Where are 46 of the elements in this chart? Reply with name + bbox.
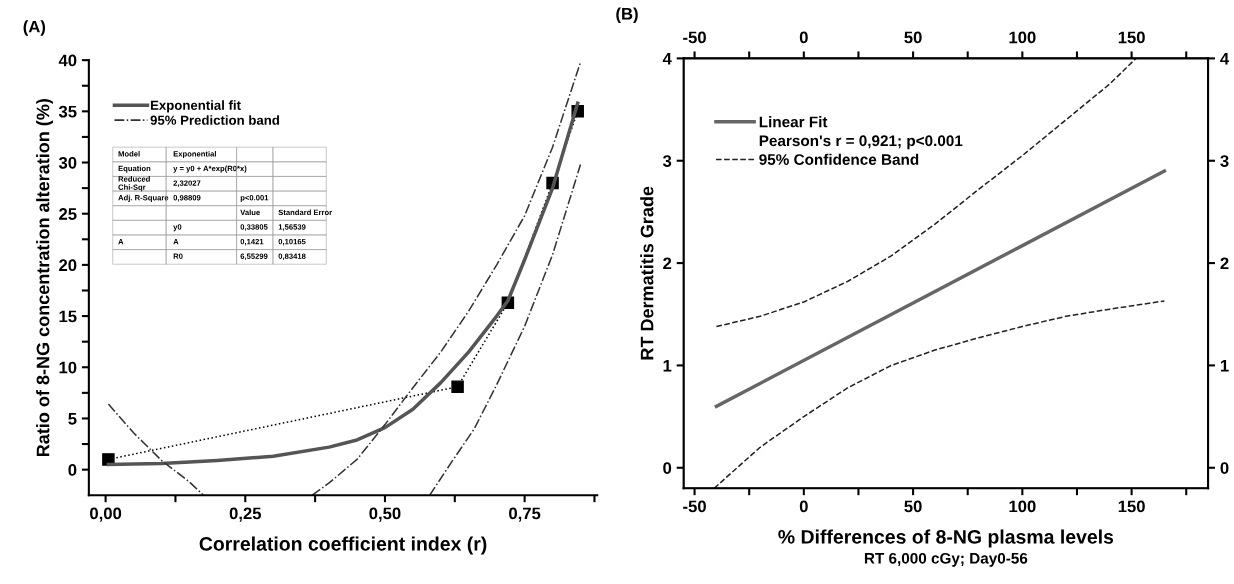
point — [451, 380, 464, 393]
y2-tick-label: 4 — [1220, 52, 1230, 65]
y-tick-label: 10 — [59, 361, 77, 374]
y2-tick-label: 3 — [1220, 155, 1229, 167]
x-tick-label: 0 — [799, 500, 808, 513]
x-tick-label: 0,00 — [90, 507, 122, 522]
chart-title: (A) — [23, 20, 46, 36]
y-tick-label: 20 — [59, 259, 77, 272]
annotation: Pearson's r = 0,921; p<0.001 — [759, 135, 963, 150]
text: RT 6,000 cGy; Day0-56 — [864, 552, 1028, 567]
legend-label: Exponential fit — [150, 100, 241, 113]
y-tick-label: 40 — [58, 54, 77, 67]
x2-tick-label: 50 — [904, 31, 922, 44]
x-axis-title: Correlation coefficient index (r) — [199, 536, 487, 555]
y-tick-label: 25 — [59, 208, 77, 220]
y-tick-label: 5 — [68, 413, 77, 425]
y-tick-label: 35 — [58, 105, 77, 118]
y-tick-label: 30 — [58, 156, 77, 169]
x-tick-label: 0,75 — [509, 507, 541, 522]
x-tick-label: 0,25 — [229, 507, 262, 522]
chart-title: (B) — [616, 7, 638, 23]
x-tick-label: 100 — [1009, 500, 1036, 513]
y-tick-label: 0 — [68, 464, 77, 476]
x-axis-title: % Differences of 8-NG plasma levels — [778, 529, 1114, 548]
y-tick-label: 15 — [59, 310, 77, 323]
y-tick-label: 4 — [662, 52, 672, 65]
y2-tick-label: 0 — [1220, 462, 1229, 474]
y-tick-label: 2 — [663, 257, 672, 270]
y-tick-label: 3 — [662, 155, 672, 167]
y-tick-label: 1 — [663, 359, 672, 372]
x-tick-label: 0,50 — [369, 507, 401, 522]
x-tick-label: 150 — [1118, 500, 1145, 513]
x-tick-label: -50 — [683, 500, 706, 513]
y2-tick-label: 1 — [1220, 359, 1229, 372]
y2-tick-label: 2 — [1220, 257, 1229, 270]
legend-label: 95% Confidence Band — [759, 153, 919, 165]
x2-tick-label: 100 — [1009, 31, 1036, 44]
y-axis-title: RT Dermatitis Grade — [640, 186, 654, 360]
legend-label: Linear Fit — [759, 116, 828, 128]
x-tick-label: 50 — [904, 500, 922, 513]
x2-tick-label: -50 — [683, 31, 706, 44]
x2-tick-label: 0 — [799, 31, 808, 44]
y-tick-label: 0 — [663, 462, 672, 474]
x2-tick-label: 150 — [1118, 31, 1145, 44]
y-axis-title: Ratio of 8-NG concentration alteration (%) — [36, 99, 53, 457]
legend-label: 95% Prediction band — [150, 115, 279, 125]
